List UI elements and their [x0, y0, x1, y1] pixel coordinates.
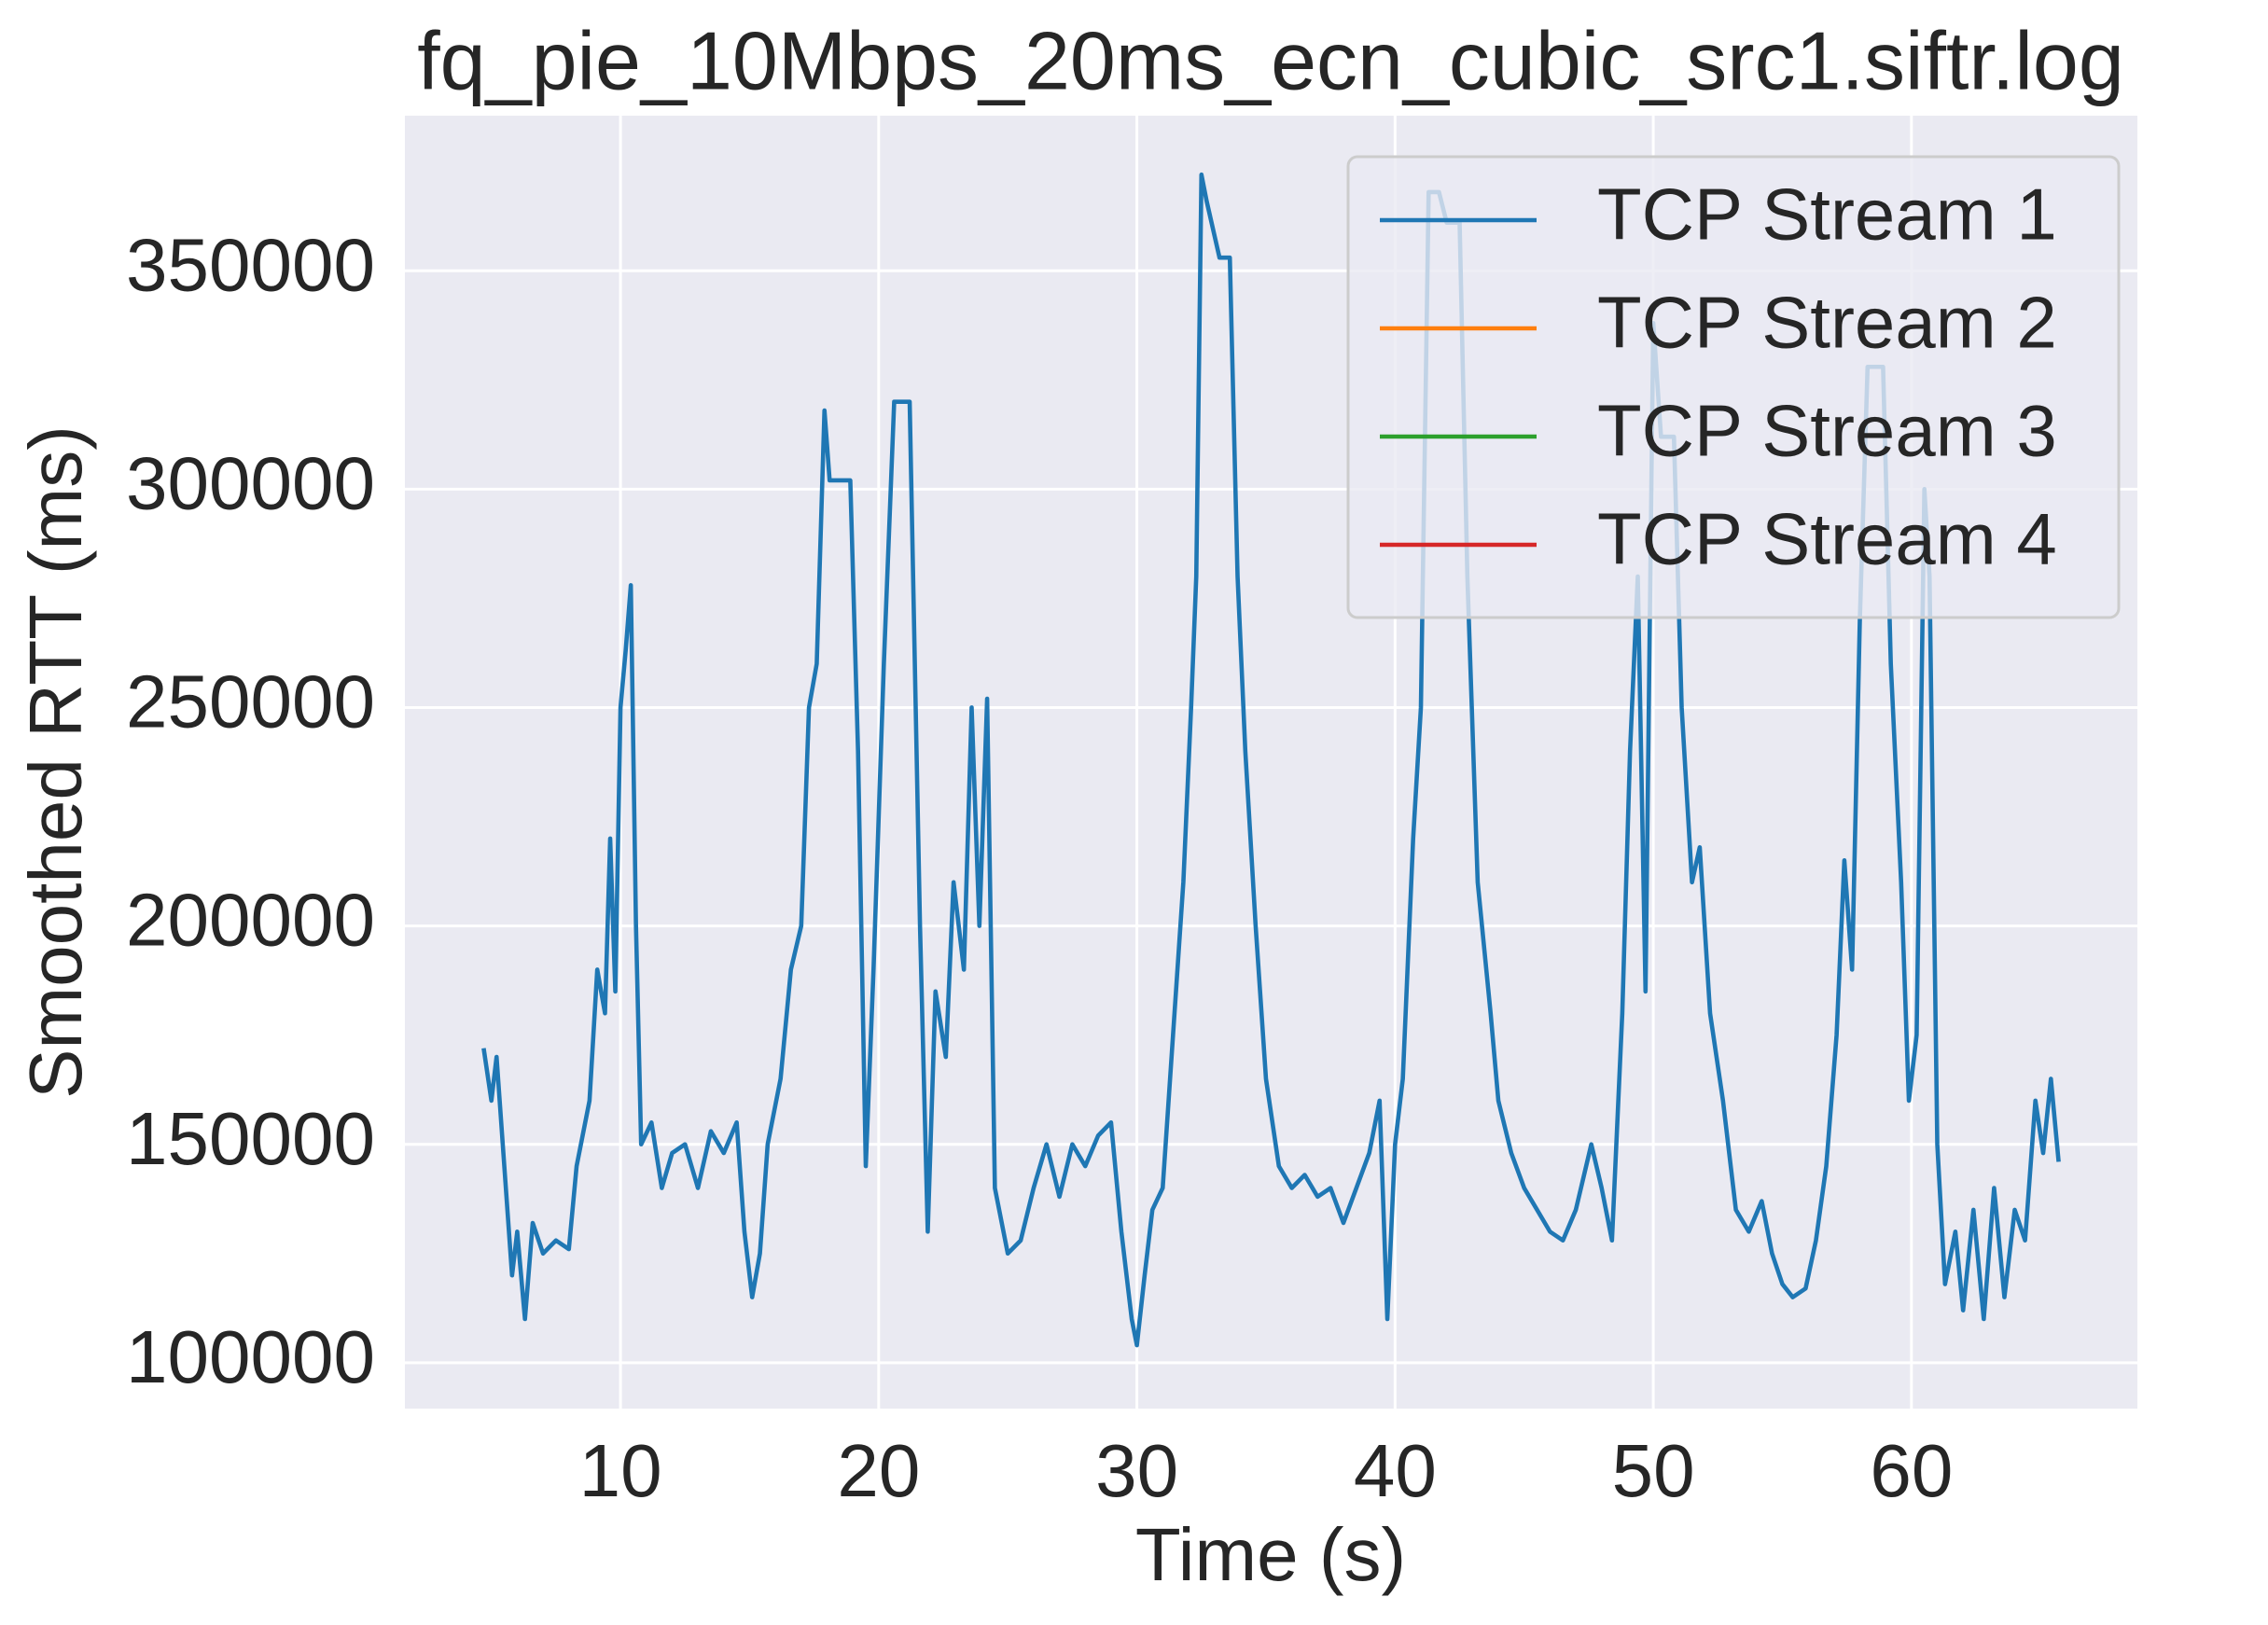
x-tick-label: 40	[1354, 1429, 1437, 1512]
x-tick-label: 10	[579, 1429, 662, 1512]
lines	[481, 172, 2061, 1348]
x-tick-label: 30	[1095, 1429, 1178, 1512]
legend-label: TCP Stream 1	[1597, 174, 2057, 256]
chart-title: fq_pie_10Mbps_20ms_ecn_cubic_src1.siftr.…	[417, 14, 2124, 106]
legend-label: TCP Stream 2	[1597, 282, 2057, 364]
y-tick-label: 100000	[126, 1315, 375, 1398]
legend: TCP Stream 1 TCP Stream 2 TCP Stream 3 TCP …	[1346, 155, 2121, 619]
x-tick-label: 50	[1612, 1429, 1695, 1512]
y-tick-label: 250000	[126, 660, 375, 743]
x-axis-label: Time (s)	[1135, 1513, 1406, 1596]
y-axis-label: Smoothed RTT (ms)	[14, 425, 97, 1099]
y-tick-label: 150000	[126, 1097, 375, 1180]
y-tick-label: 300000	[126, 441, 375, 524]
series-line	[481, 172, 2061, 1348]
x-tick-label: 60	[1870, 1429, 1953, 1512]
y-tick-label: 200000	[126, 879, 375, 962]
legend-label: TCP Stream 3	[1597, 390, 2057, 472]
ticks: 10 20 30 40 50 60 100000 150000 200000 250000 3000…	[126, 223, 1953, 1512]
legend-box	[1346, 155, 2121, 619]
legend-label: TCP Stream 4	[1597, 498, 2057, 580]
x-tick-label: 20	[837, 1429, 920, 1512]
y-tick-label: 350000	[126, 223, 375, 306]
